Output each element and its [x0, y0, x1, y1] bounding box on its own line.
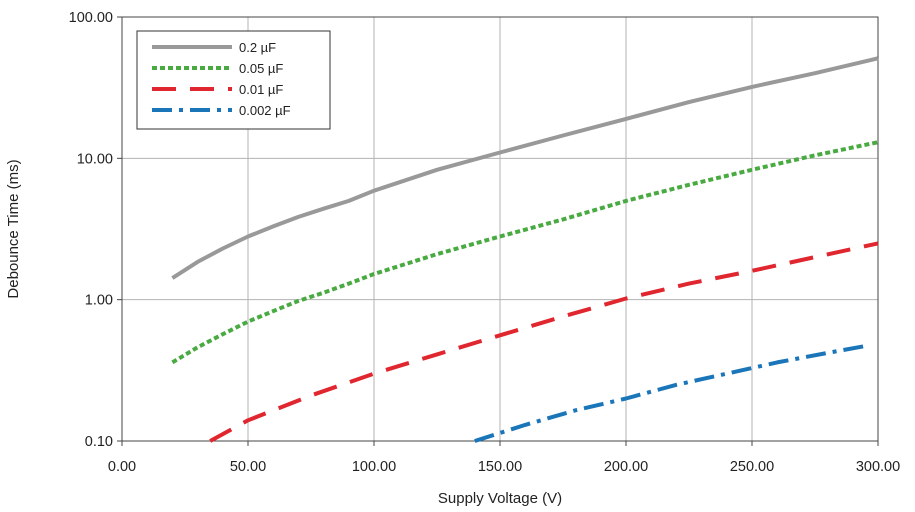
legend-label-1: 0.05 µF — [239, 61, 283, 76]
y-tick-label: 0.10 — [85, 434, 113, 450]
series-line-1 — [171, 140, 879, 365]
series-line-0 — [171, 56, 879, 280]
legend-label-2: 0.01 µF — [239, 82, 283, 97]
series-layer — [171, 56, 879, 443]
legend-label-3: 0.002 µF — [239, 103, 291, 118]
legend: 0.2 µF 0.05 µF 0.01 µF 0.002 µF — [136, 30, 331, 130]
x-tick-label: 0.00 — [108, 459, 136, 475]
x-tick-labels: 0.00 50.00 100.00 150.00 200.00 250.00 300.00 — [108, 441, 900, 475]
y-tick-label: 100.00 — [69, 10, 113, 26]
x-tick-label: 200.00 — [604, 459, 648, 475]
x-tick-label: 100.00 — [352, 459, 396, 475]
x-tick-label: 150.00 — [478, 459, 522, 475]
y-tick-label: 1.00 — [85, 293, 113, 309]
x-axis-label: Supply Voltage (V) — [438, 490, 562, 507]
x-tick-label: 250.00 — [730, 459, 774, 475]
y-axis-label: Debounce Time (ms) — [5, 159, 22, 298]
y-tick-label: 10.00 — [77, 151, 113, 167]
y-tick-labels: 0.10 1.00 10.00 100.00 — [69, 10, 122, 450]
series-line-2 — [209, 241, 879, 443]
series-line-3 — [474, 344, 866, 443]
x-tick-label: 300.00 — [856, 459, 900, 475]
x-tick-label: 50.00 — [230, 459, 266, 475]
legend-label-0: 0.2 µF — [239, 40, 276, 55]
